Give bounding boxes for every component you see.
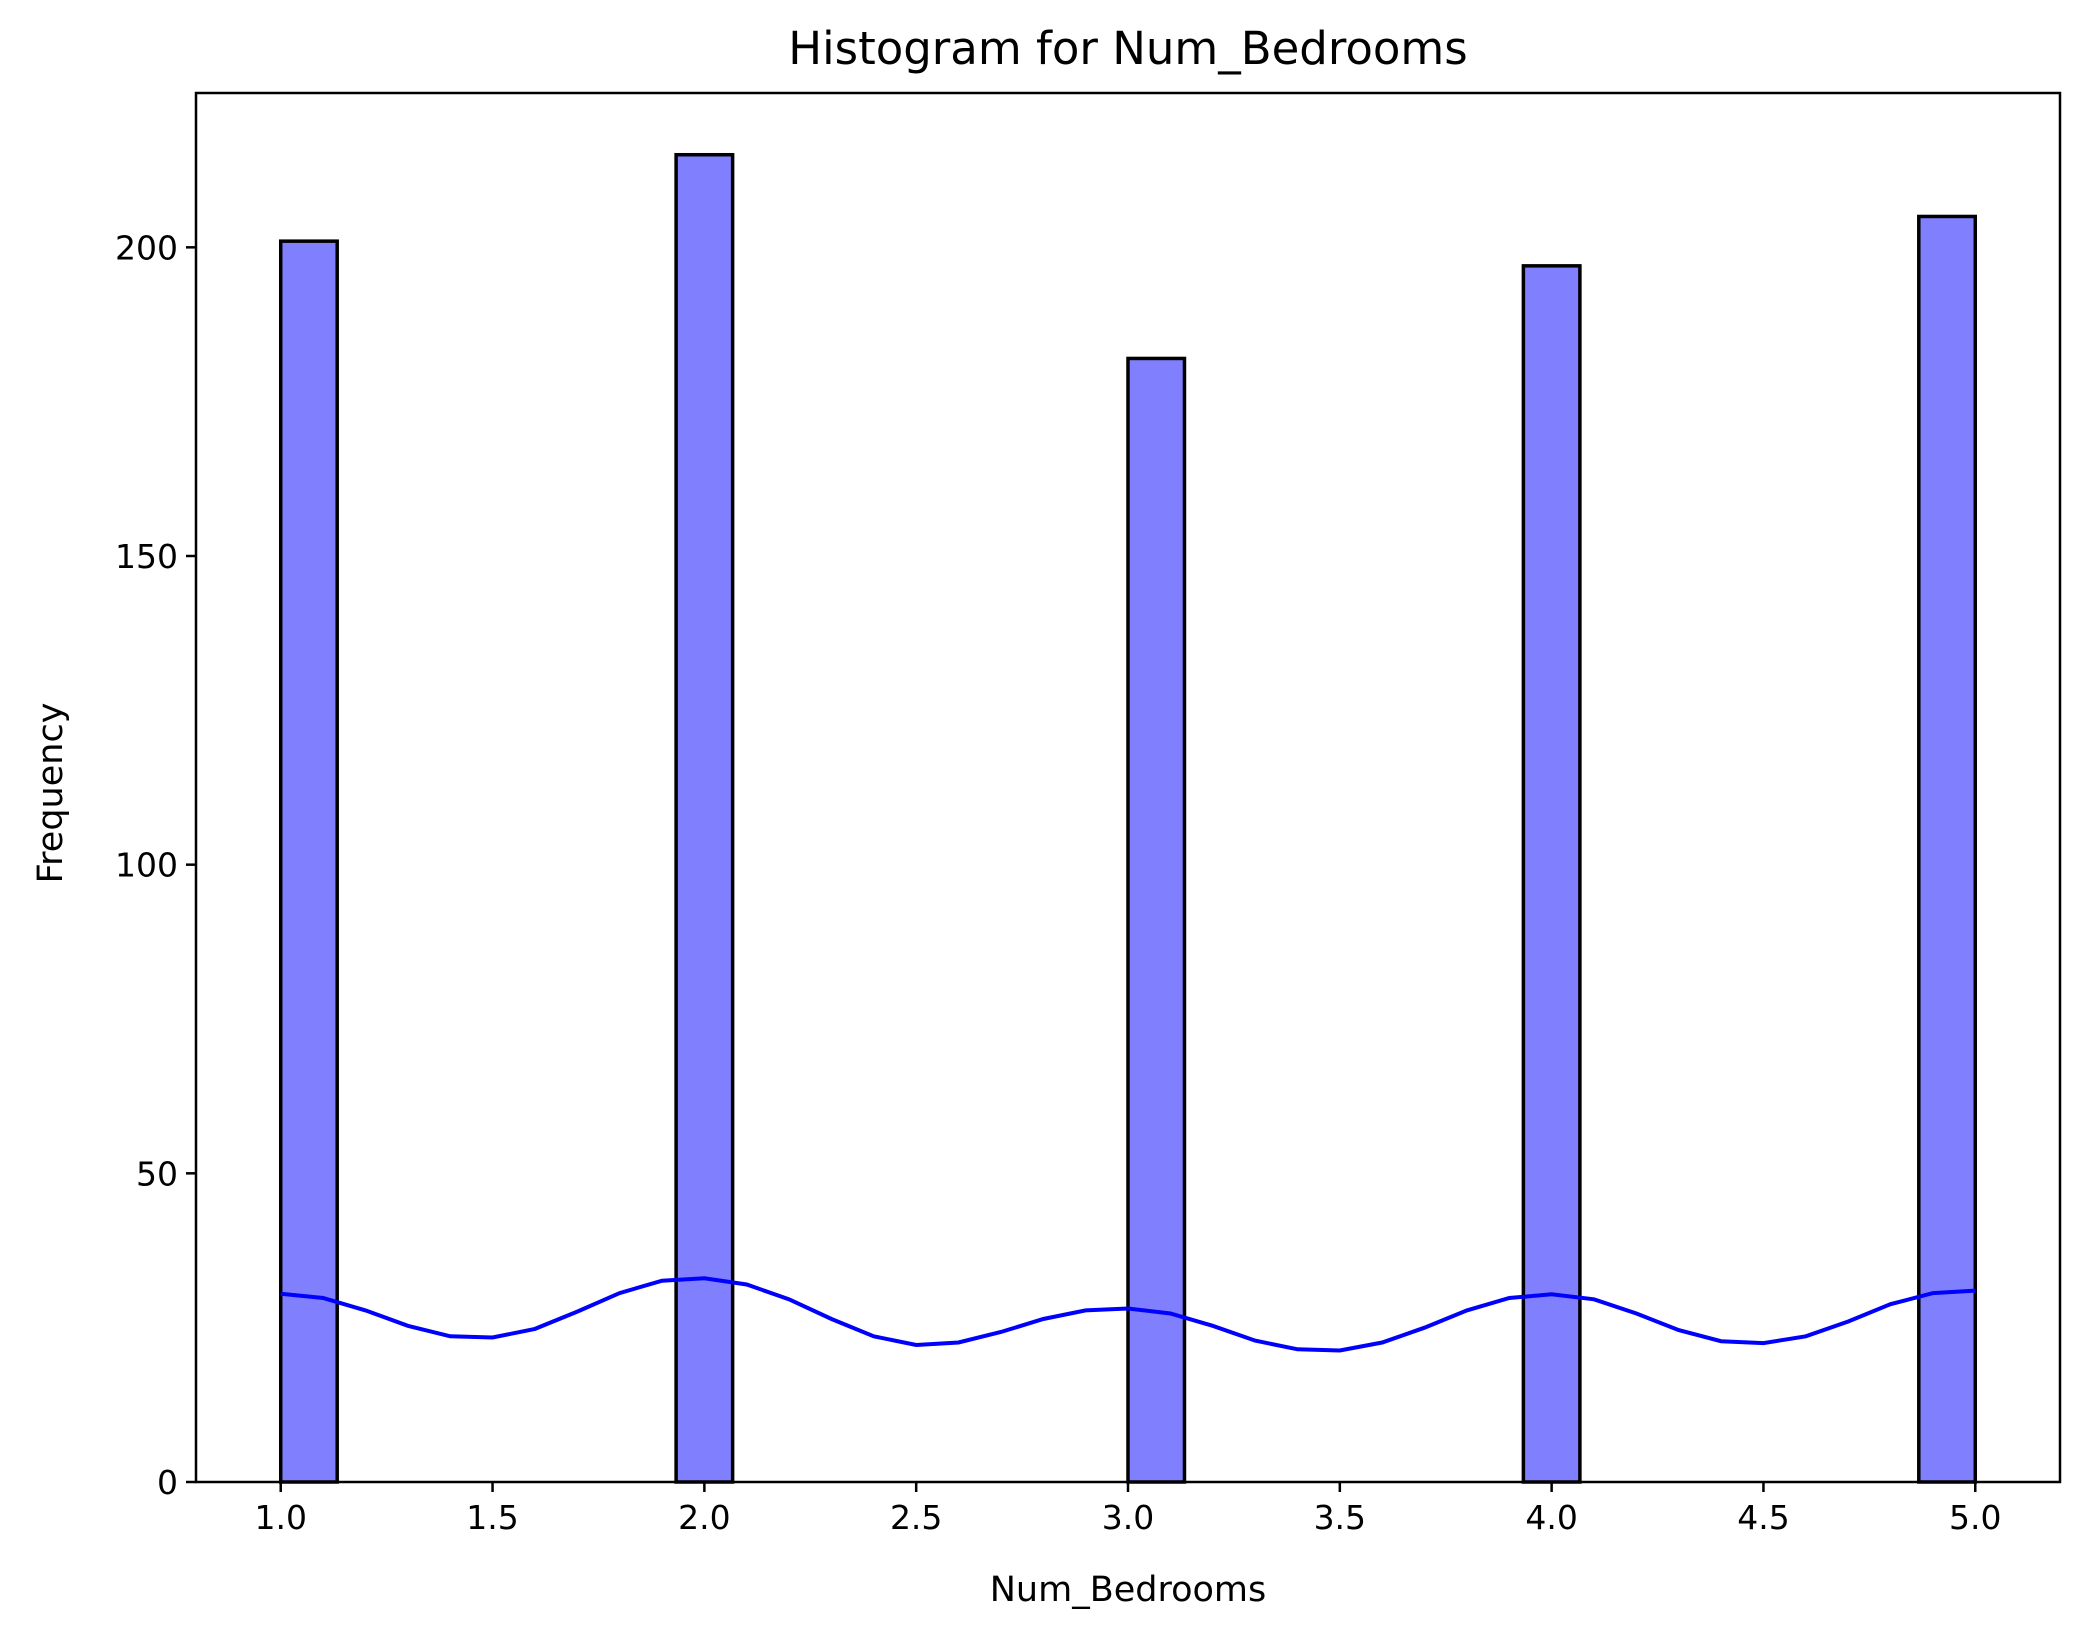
bars-group <box>278 152 1978 1484</box>
x-tick-label: 1.5 <box>466 1498 518 1537</box>
y-tick-label: 150 <box>115 537 178 576</box>
histogram-bar-2 <box>674 152 735 1484</box>
x-tick-label: 3.0 <box>1102 1498 1154 1537</box>
x-tick-label: 4.5 <box>1737 1498 1789 1537</box>
x-axis-label: Num_Bedrooms <box>990 1570 1267 1610</box>
x-tick-label: 1.0 <box>254 1498 306 1537</box>
histogram-bar-4 <box>1521 264 1582 1484</box>
x-axis-ticks: 1.0 1.5 2.0 2.5 3.0 3.5 4.0 4.5 5.0 <box>254 1482 2002 1537</box>
chart-title: Histogram for Num_Bedrooms <box>788 22 1467 75</box>
y-tick-label: 200 <box>115 228 178 267</box>
y-axis-ticks: 0 50 100 150 200 <box>115 228 196 1502</box>
kde-line <box>280 1276 1976 1353</box>
y-tick-label: 0 <box>157 1463 178 1502</box>
x-tick-label: 2.0 <box>678 1498 730 1537</box>
y-axis-label: Frequency <box>31 703 71 884</box>
x-tick-label: 4.0 <box>1525 1498 1577 1537</box>
y-tick-label: 100 <box>115 846 178 885</box>
x-tick-label: 5.0 <box>1949 1498 2001 1537</box>
x-tick-label: 3.5 <box>1314 1498 1366 1537</box>
plot-area: 1.0 1.5 2.0 2.5 3.0 3.5 4.0 4.5 5.0 0 50 100 150 200 <box>115 91 2062 1537</box>
histogram-bar-3 <box>1126 356 1187 1484</box>
y-tick-label: 50 <box>136 1154 178 1193</box>
histogram-bar-1 <box>278 239 339 1484</box>
x-tick-label: 2.5 <box>890 1498 942 1537</box>
